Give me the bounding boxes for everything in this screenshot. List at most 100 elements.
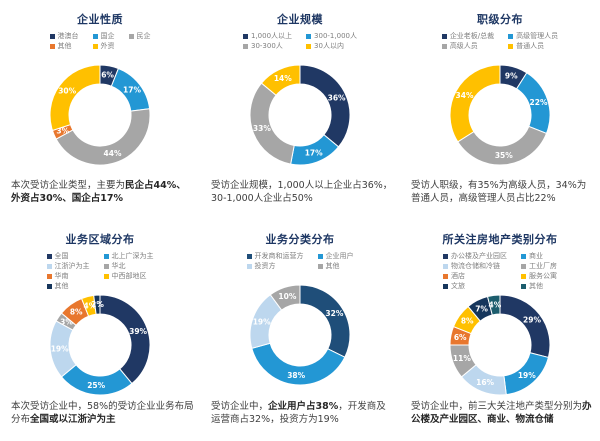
donut-wrap: 9% 22% 35% 34% (400, 50, 600, 179)
chart-title: 企业性质 (77, 13, 123, 26)
slice-label: 2% (91, 300, 104, 309)
legend-swatch-icon (317, 263, 323, 269)
legend-item: 300-1,000人 (306, 32, 357, 40)
slice-label: 33% (253, 124, 271, 133)
chart-panel-1: 企业性质 港澳台 国企 民企 其他 外资 6% 17% 44% 3% 30% 本次受访企业类型，主要为… (0, 0, 200, 220)
legend-label: 1,000人以上 (251, 32, 293, 40)
legend-item: 其他 (521, 282, 557, 290)
chart-legend: 全国 北上广深为主江浙沪为主 华北华南 中西部地区其他 (46, 252, 154, 290)
legend-label: 江浙沪为主 (54, 262, 90, 271)
legend-item: 其他 (46, 282, 90, 290)
legend-item: 酒店 (443, 272, 507, 280)
legend-label: 华北 (111, 262, 126, 271)
legend-label: 企业老板/总裁 (449, 32, 495, 40)
legend-label: 港澳台 (57, 32, 79, 40)
slice-label: 7% (475, 304, 488, 313)
legend-swatch-icon (306, 43, 312, 49)
slice-label: 38% (287, 371, 305, 380)
legend-swatch-icon (443, 263, 448, 269)
legend-label: 开发商和运营方 (254, 252, 304, 260)
legend-item: 30-300人 (243, 42, 292, 50)
donut-slice (299, 284, 351, 358)
slice-label: 4% (489, 300, 502, 309)
description-highlight: 全国或以江浙沪为主 (30, 414, 116, 426)
legend-swatch-icon (128, 33, 134, 39)
donut-wrap: 36% 17% 33% 14% (200, 50, 400, 179)
slice-label: 22% (530, 98, 548, 107)
legend-item: 江浙沪为主 (46, 262, 90, 271)
donut-slice (299, 64, 351, 148)
donut-wrap: 39% 25% 19% 3% 8% 4% 2% (0, 290, 200, 400)
legend-label: 30人以内 (314, 42, 344, 51)
description-highlight: 企业用户占38% (268, 401, 339, 412)
chart-description: 本次受访企业中，58%的受访企业业务布局分布全国或以江浙沪为主 (0, 400, 200, 441)
legend-swatch-icon (508, 33, 514, 39)
legend-swatch-icon (441, 33, 447, 39)
slice-label: 19% (253, 317, 271, 326)
slice-label: 6% (454, 333, 467, 342)
donut-chart-4: 39% 25% 19% 3%8%4%2% (49, 294, 151, 396)
legend-label: 300-1,000人 (314, 32, 357, 40)
legend-swatch-icon (521, 283, 526, 289)
chart-legend: 港澳台 国企 民企 其他 外资 (49, 32, 151, 51)
donut-slice (499, 294, 551, 359)
legend-label: 办公楼及产业园区 (451, 252, 507, 260)
slice-label: 6% (101, 70, 114, 79)
legend-item: 工业厂房 (521, 262, 557, 270)
legend-item: 物流仓储和冷链 (443, 262, 507, 270)
slice-label: 19% (51, 344, 69, 353)
legend-swatch-icon (441, 43, 447, 49)
donut-slice (55, 107, 151, 166)
chart-panel-5: 业务分类分布 开发商和运营方 企业用户 投资方 其他 32% 38% 19% 10% 受访企业中，… (200, 220, 400, 441)
chart-panel-2: 企业规模 1,000人以上 300-1,000人 30-300人 30人以内 36% 17%… (200, 0, 400, 220)
legend-label: 全国 (54, 252, 69, 260)
donut-slice (99, 294, 151, 385)
description-text: ，开发商及运营商占32%，投资方为19% (211, 401, 386, 426)
slice-label: 10% (278, 292, 296, 301)
legend-label: 其他 (529, 282, 543, 291)
description-text: 本次受访企业中，58%的受访企业业务布局分布 (11, 401, 194, 426)
legend-swatch-icon (46, 253, 52, 259)
chart-title: 职级分布 (477, 13, 523, 26)
legend-swatch-icon (92, 43, 98, 49)
legend-label: 高级人员 (449, 42, 478, 51)
legend-swatch-icon (521, 273, 526, 279)
slice-label: 8% (461, 317, 474, 326)
legend-label: 投资方 (254, 262, 276, 271)
legend-item: 投资方 (246, 262, 304, 271)
legend-swatch-icon (103, 273, 109, 279)
legend-item: 中西部地区 (103, 272, 154, 280)
legend-swatch-icon (46, 263, 52, 269)
donut-chart-3: 9% 22% 35% 34% (449, 64, 551, 166)
slice-label: 44% (104, 149, 122, 158)
donut-chart-1: 6% 17% 44% 3% 30% (49, 64, 151, 166)
legend-swatch-icon (443, 253, 448, 259)
legend-label: 文旅 (451, 282, 465, 291)
donut-wrap: 6% 17% 44% 3% 30% (0, 50, 200, 179)
slice-label: 16% (476, 378, 494, 387)
legend-item: 华南 (46, 272, 90, 280)
legend-label: 北上广深为主 (111, 252, 154, 260)
legend-swatch-icon (317, 253, 323, 259)
donut-chart-2: 36% 17% 33% 14% (249, 64, 351, 166)
legend-swatch-icon (243, 43, 248, 49)
legend-item: 其他 (317, 262, 354, 270)
chart-description: 受访企业中，企业用户占38%，开发商及运营商占32%，投资方为19% (200, 400, 400, 441)
legend-swatch-icon (521, 263, 526, 269)
donut-slice (269, 284, 301, 311)
legend-label: 其他 (57, 42, 72, 51)
legend-item: 华北 (103, 262, 154, 271)
chart-description: 受访企业中，前三大关注地产类型分别为办公楼及产业园区、商业、物流仓储 (400, 400, 600, 441)
chart-panel-4: 业务区域分布 全国 北上广深为主 江浙沪为主 华北 华南 中西部地区 其他 39% 25% 19% 3… (0, 220, 200, 441)
legend-label: 国企 (100, 32, 115, 40)
slice-label: 8% (70, 308, 83, 317)
legend-item: 服务公寓 (521, 272, 557, 280)
legend-swatch-icon (306, 33, 312, 39)
donut-chart-5: 32% 38% 19% 10% (249, 284, 351, 386)
donut-wrap: 29% 19% 16% 11% 6% 8% 7% 4% (400, 290, 600, 400)
donut-slice (486, 294, 501, 316)
legend-swatch-icon (49, 43, 55, 49)
chart-legend: 企业老板/总裁 高级管理人员 高级人员 普通人员 (441, 32, 558, 51)
chart-legend: 1,000人以上 300-1,000人 30-300人 30人以内 (243, 32, 357, 50)
